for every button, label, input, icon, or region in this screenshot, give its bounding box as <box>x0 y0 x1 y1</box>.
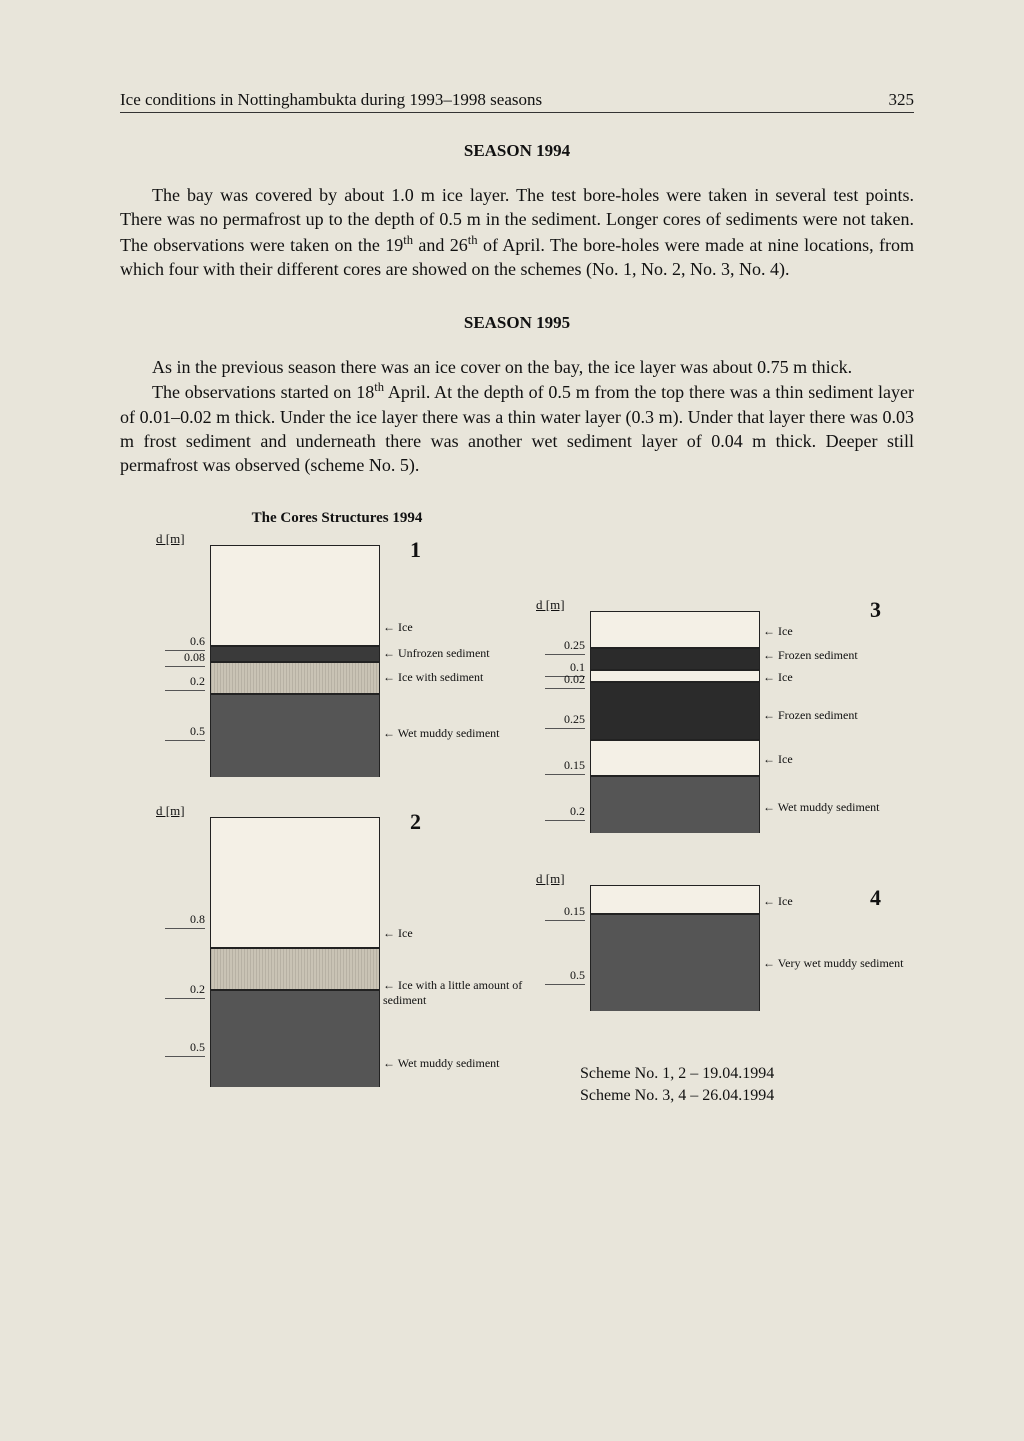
tick: 0.25 <box>545 712 585 729</box>
layer-label: ← Unfrozen sediment <box>383 646 490 661</box>
core-number: 1 <box>410 537 421 563</box>
layer-label: ← Wet muddy sediment <box>383 1056 499 1071</box>
season-1994-paragraph: The bay was covered by about 1.0 m ice l… <box>120 183 914 281</box>
figure-title: The Cores Structures 1994 <box>0 510 914 527</box>
tick: 0.5 <box>165 1040 205 1057</box>
season-1994-heading: SEASON 1994 <box>120 141 914 161</box>
layer-label: ← Very wet muddy sediment <box>763 956 903 971</box>
page-number: 325 <box>889 90 915 110</box>
core-number: 3 <box>870 597 881 623</box>
core-2: d [m] 2 0.8 0.2 0.5 ← Ice ← Ice with a l… <box>160 803 470 1093</box>
layer-label: ← Ice <box>763 752 793 767</box>
season-1995-paragraph-1: As in the previous season there was an i… <box>120 355 914 379</box>
tick: 0.8 <box>165 912 205 929</box>
layer-label: ← Ice <box>763 894 793 909</box>
layer-label: ← Wet muddy sediment <box>383 726 499 741</box>
cores-figure: d [m] 1 0.6 0.08 0.2 0.5 ← Ice ← Unfroze… <box>120 531 914 1271</box>
core-number: 2 <box>410 809 421 835</box>
layer-label: ← Ice with a little amount of sediment <box>383 978 533 1008</box>
layer-label: ← Wet muddy sediment <box>763 800 879 815</box>
core-3: d [m] 3 0.25 0.1 0.02 0.25 0.15 0.2 ← Ic… <box>540 597 890 837</box>
dm-label: d [m] <box>156 803 185 819</box>
season-1995-paragraph-2: The observations started on 18th April. … <box>120 379 914 477</box>
tick: 0.5 <box>545 968 585 985</box>
caption-line-1: Scheme No. 1, 2 – 19.04.1994 <box>580 1065 774 1083</box>
tick: 0.2 <box>165 982 205 999</box>
tick: 0.25 <box>545 638 585 655</box>
tick: 0.02 <box>545 672 585 689</box>
tick: 0.2 <box>545 804 585 821</box>
layer-label: ← Ice <box>763 670 793 685</box>
tick: 0.08 <box>165 650 205 667</box>
layer-label: ← Ice <box>763 624 793 639</box>
caption-line-2: Scheme No. 3, 4 – 26.04.1994 <box>580 1087 774 1105</box>
layer-label: ← Frozen sediment <box>763 648 858 663</box>
core-number: 4 <box>870 885 881 911</box>
running-header: Ice conditions in Nottinghambukta during… <box>120 90 914 113</box>
season-1995-heading: SEASON 1995 <box>120 313 914 333</box>
dm-label: d [m] <box>536 597 565 613</box>
layer-label: ← Frozen sediment <box>763 708 858 723</box>
dm-label: d [m] <box>536 871 565 887</box>
layer-label: ← Ice with sediment <box>383 670 483 685</box>
page: Ice conditions in Nottinghambukta during… <box>0 0 1024 1441</box>
dm-label: d [m] <box>156 531 185 547</box>
running-title: Ice conditions in Nottinghambukta during… <box>120 90 542 110</box>
layer-label: ← Ice <box>383 926 413 941</box>
core-1: d [m] 1 0.6 0.08 0.2 0.5 ← Ice ← Unfroze… <box>160 531 470 781</box>
core-4: d [m] 4 0.15 0.5 ← Ice ← Very wet muddy … <box>540 871 890 1021</box>
tick: 0.15 <box>545 758 585 775</box>
tick: 0.6 <box>165 634 205 651</box>
tick: 0.15 <box>545 904 585 921</box>
tick: 0.2 <box>165 674 205 691</box>
layer-label: ← Ice <box>383 620 413 635</box>
tick: 0.5 <box>165 724 205 741</box>
